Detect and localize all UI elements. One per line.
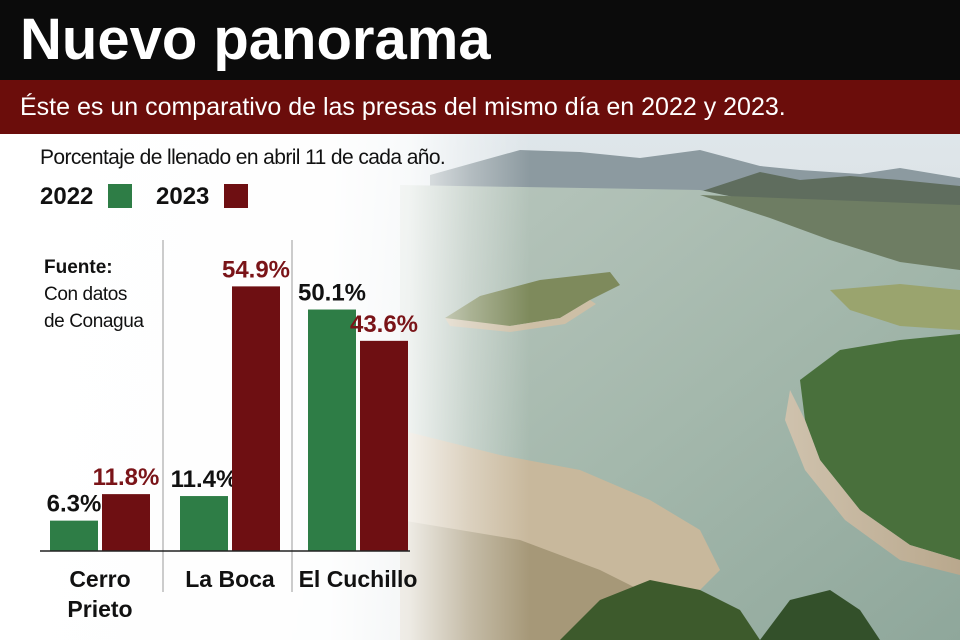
- bar-2022: [50, 520, 98, 551]
- legend-label-2022: 2022: [40, 183, 94, 210]
- bar-2022: [308, 309, 356, 551]
- bar-2023: [232, 286, 280, 551]
- category-label: Prieto: [67, 596, 132, 622]
- data-label-2023: 54.9%: [222, 256, 290, 283]
- bar-2022: [180, 496, 228, 551]
- legend-swatch-2022: [108, 184, 132, 208]
- title-bar: [0, 0, 960, 80]
- page-title: Nuevo panorama: [20, 7, 491, 72]
- source-line: Con datos: [44, 284, 128, 305]
- data-label-2022: 50.1%: [298, 280, 366, 307]
- category-label: La Boca: [185, 566, 275, 592]
- data-label-2023: 43.6%: [350, 311, 418, 338]
- legend-label-2023: 2023: [156, 183, 210, 210]
- bar-2023: [102, 494, 150, 551]
- chart-caption: Porcentaje de llenado en abril 11 de cad…: [40, 146, 446, 169]
- data-label-2022: 11.4%: [171, 466, 238, 493]
- data-label-2023: 11.8%: [93, 464, 160, 491]
- category-label: El Cuchillo: [299, 566, 418, 592]
- category-label: Cerro: [69, 566, 130, 592]
- subtitle-bar: [0, 80, 960, 134]
- bar-2023: [360, 340, 408, 551]
- source-line: de Conagua: [44, 311, 144, 332]
- data-label-2022: 6.3%: [47, 491, 102, 518]
- source-label: Fuente:: [44, 257, 113, 278]
- legend-swatch-2023: [224, 184, 248, 208]
- page-subtitle: Éste es un comparativo de las presas del…: [20, 93, 786, 121]
